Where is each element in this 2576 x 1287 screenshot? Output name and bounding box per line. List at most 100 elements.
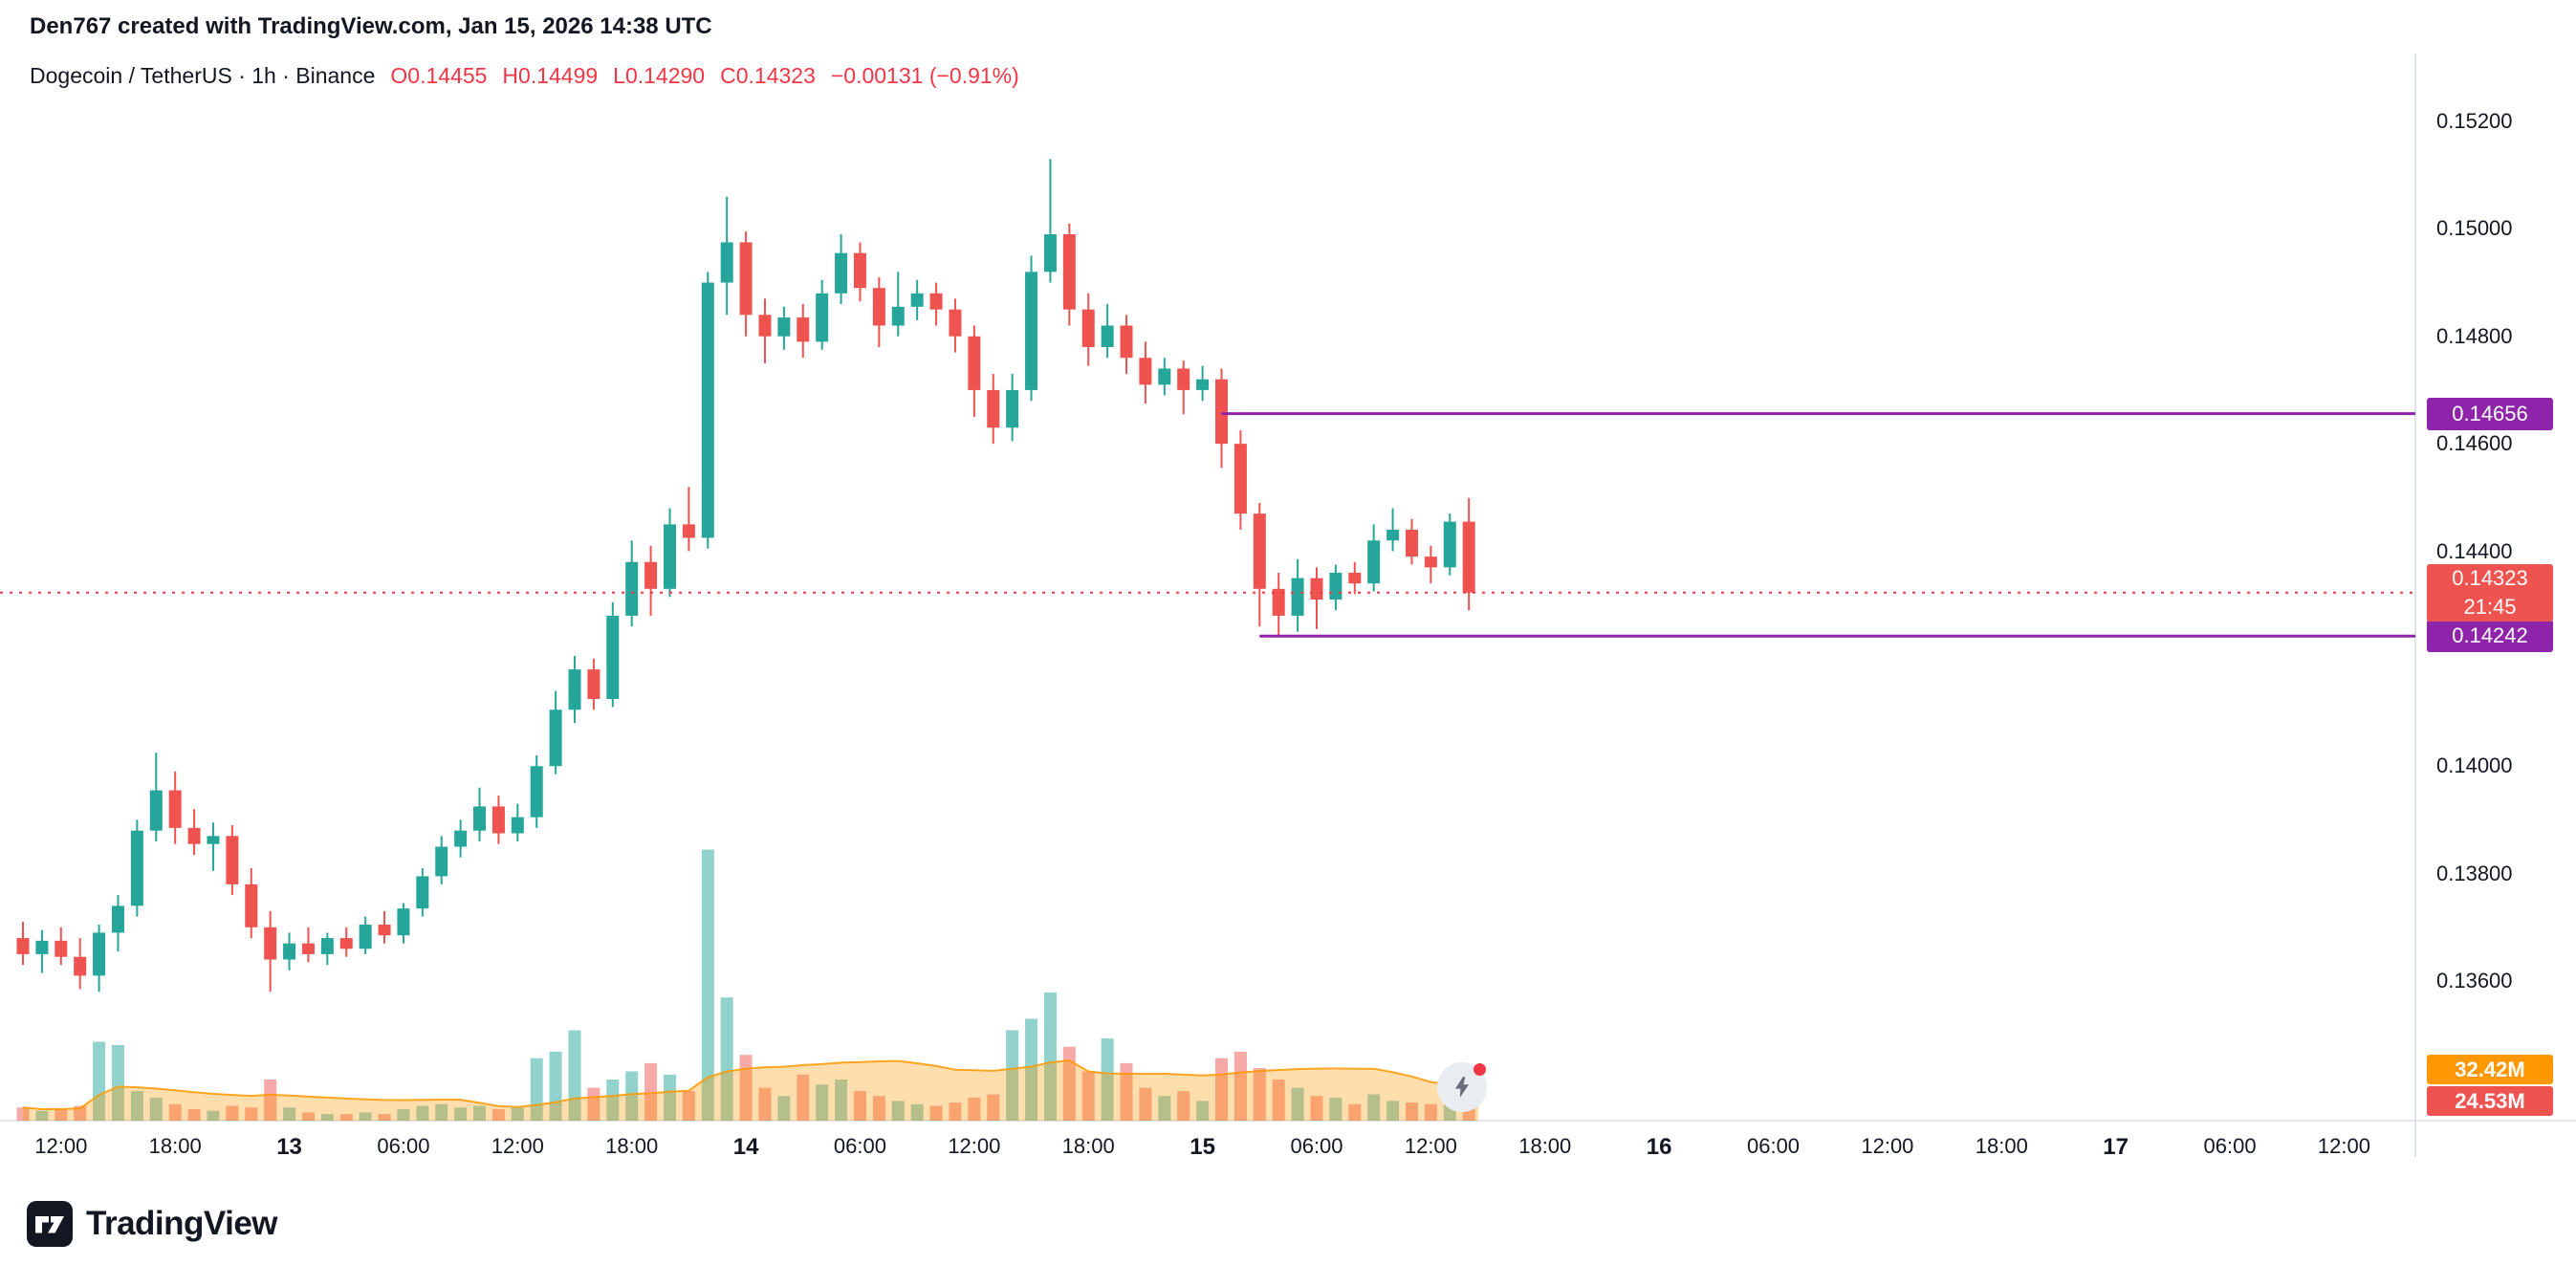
candle-body [168,790,182,828]
volume-bar [1329,1097,1343,1121]
volume-bar [797,1074,810,1121]
price-axis-label: 0.14800 [2436,323,2513,348]
last-price-badge: 0.14323 21:45 [2427,563,2553,622]
price-axis-label: 0.15000 [2436,216,2513,241]
candle-body [1386,530,1400,541]
candle-body [872,288,885,326]
volume-bar [320,1114,334,1121]
candle [1291,558,1304,632]
candle [816,279,829,350]
volume-bar [55,1108,68,1121]
tradingview-logo-text[interactable]: TradingView [86,1205,278,1242]
volume-bar [1120,1062,1133,1121]
symbol-title[interactable]: Dogecoin / TetherUS · 1h · Binance [30,63,376,88]
candle-body [1253,513,1266,589]
candle [168,771,182,844]
price-change: −0.00131 (−0.91%) [830,63,1019,88]
candle [207,822,220,871]
candle-body [1291,578,1304,616]
candle [1006,374,1019,442]
tradingview-logo-icon[interactable] [27,1201,73,1247]
candle [1025,255,1038,402]
ohlc-high: H0.14499 [502,63,599,88]
time-axis-label: 18:00 [1518,1134,1572,1158]
volume-bar [1272,1080,1285,1121]
time-axis-label: 18:00 [148,1134,202,1158]
candle [1329,564,1343,611]
volume-bar [1101,1038,1114,1121]
candle-body [549,709,562,767]
ohlc-low: L0.14290 [613,63,706,88]
candle [549,690,562,774]
candle-body [1062,233,1076,310]
candle [1043,159,1057,283]
candle [663,508,676,598]
candle [1443,513,1456,576]
alert-price-label-upper: 0.14656 [2427,397,2553,430]
candle-body [1367,540,1381,584]
candle-body [1329,572,1343,600]
volume-bar [872,1096,885,1121]
price-axis[interactable]: 0.15200 0.15000 0.14800 0.14600 0.14400 0.140… [2415,54,2576,1121]
candle-body [910,293,924,307]
volume-bar [606,1080,620,1121]
candle-body [835,252,848,294]
volume-bar [187,1108,201,1121]
volume-bar [1367,1094,1381,1121]
candle [530,755,543,828]
candle-body [891,306,905,326]
candle-body [93,932,106,976]
candle [16,922,30,966]
candle [378,910,391,944]
candle [606,601,620,708]
candle-body [378,925,391,936]
candle [111,895,124,952]
volume-bar [301,1112,315,1121]
notification-dot [1474,1063,1486,1076]
candle [1310,567,1323,629]
candle [1272,572,1285,637]
volume-bar [682,1091,695,1121]
lightning-bolt-glyph [1454,1077,1470,1098]
volume-bar [168,1103,182,1121]
candle-body [16,938,30,954]
volume-bar [454,1107,468,1121]
candle-body [720,242,733,283]
volume-bar [1081,1071,1095,1121]
candle-body [1272,588,1285,616]
lightning-event-icon[interactable] [1437,1062,1487,1112]
candle-body [1424,556,1437,568]
volume-bar [644,1062,658,1121]
candle-body [1233,444,1247,514]
candle [93,925,106,993]
volume-bar [739,1055,753,1121]
time-axis-label: 12:00 [34,1134,88,1158]
time-axis-day-label: 14 [732,1134,759,1160]
volume-bar [968,1097,981,1121]
volume-bar [758,1087,772,1121]
volume-bar [111,1044,124,1121]
candle [130,819,143,917]
candle [1424,545,1437,584]
time-axis-label: 18:00 [1061,1134,1115,1158]
volume-bar [663,1074,676,1121]
candle-body [797,317,810,342]
time-axis[interactable]: 12:00 18:00 13 06:00 12:00 18:00 14 06:00 12:00 1… [0,1121,2576,1174]
candle-wick [897,272,900,337]
candle-body [929,293,943,310]
candle [1233,430,1247,531]
time-axis-label: 18:00 [1975,1134,2028,1158]
candle [1081,293,1095,366]
symbol-info-bar[interactable]: Dogecoin / TetherUS · 1h · Binance O0.14… [30,63,1019,89]
candle-body [853,252,866,289]
candle-body [130,830,143,906]
candle-body [1025,272,1038,390]
candle [949,298,962,353]
candle [1120,315,1133,375]
volume-bar [473,1105,487,1121]
candle-body [777,317,791,337]
candle [473,787,487,841]
candle [1196,365,1210,402]
candle-body [149,790,163,831]
volume-bar [910,1103,924,1121]
